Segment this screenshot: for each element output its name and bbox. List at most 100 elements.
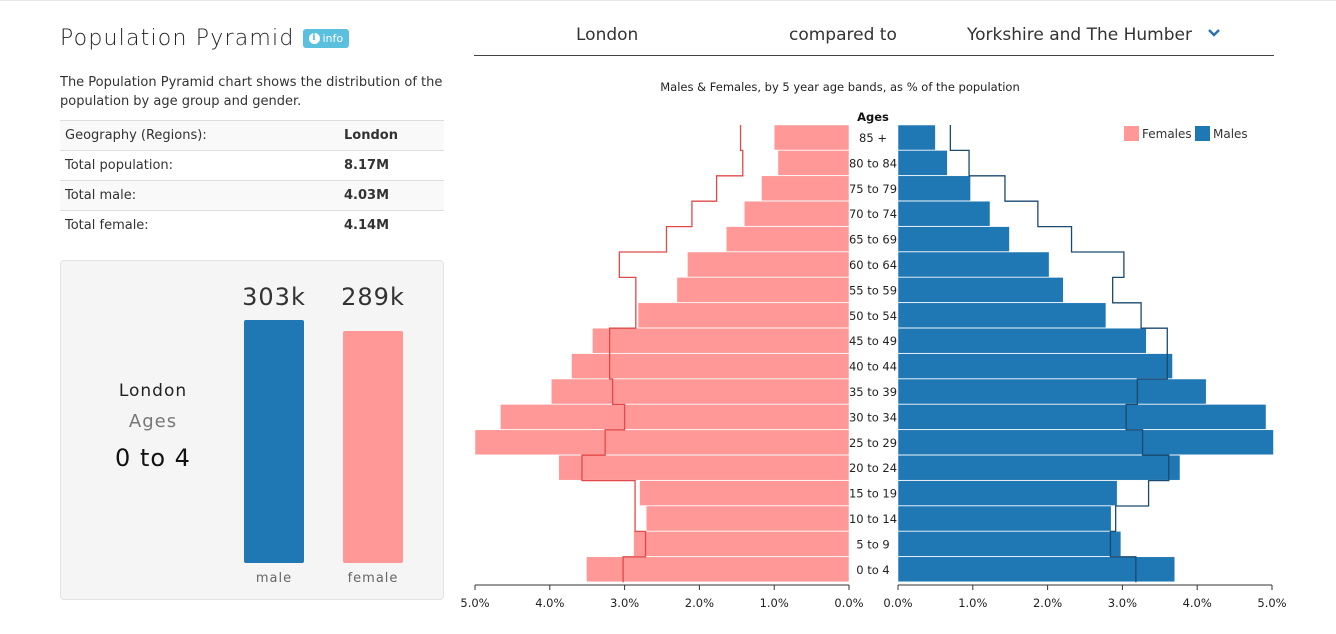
female-count: 289k	[341, 283, 405, 311]
info-button[interactable]: i info	[302, 29, 350, 48]
comparison-male-outline	[949, 125, 1170, 583]
male-bar-1[interactable]	[897, 150, 948, 176]
male-bar-9[interactable]	[897, 353, 1173, 379]
x-tick-label-left: 3.0%	[610, 596, 639, 610]
male-bar-0[interactable]	[897, 124, 936, 151]
female-bar-17[interactable]	[586, 556, 850, 583]
info-button-label: info	[322, 32, 344, 45]
female-bar-14[interactable]	[639, 480, 850, 506]
male-bar-14[interactable]	[897, 480, 1118, 506]
female-bar-label: female	[347, 571, 399, 586]
male-bar-12[interactable]	[897, 429, 1274, 456]
female-bar-3[interactable]	[744, 200, 850, 227]
comparison-female-outline	[581, 125, 744, 583]
female-bar-0[interactable]	[773, 124, 850, 151]
male-bar-7[interactable]	[897, 302, 1107, 329]
page-title: Population Pyramid	[60, 26, 295, 51]
primary-region: London	[576, 25, 639, 45]
x-tick-label-left: 1.0%	[760, 596, 789, 610]
age-label-7: 50 to 54	[849, 309, 897, 323]
age-label-12: 25 to 29	[849, 436, 897, 450]
table-row: Total male: 4.03M	[60, 180, 444, 211]
info-icon: i	[308, 33, 320, 44]
age-label-9: 40 to 44	[849, 360, 897, 374]
male-bar-6[interactable]	[897, 277, 1064, 303]
female-bar-11[interactable]	[500, 404, 850, 430]
legend: Females Males	[1124, 126, 1248, 141]
legend-label-females: Females	[1142, 127, 1192, 141]
age-label-6: 55 to 59	[849, 283, 897, 297]
male-bar-3[interactable]	[897, 200, 991, 227]
female-bar-4[interactable]	[726, 226, 850, 252]
x-tick-label-left: 4.0%	[535, 596, 564, 610]
age-label-8: 45 to 49	[849, 334, 897, 348]
age-label-14: 15 to 19	[849, 487, 897, 501]
male-bar-8[interactable]	[897, 327, 1147, 354]
legend-swatch-males	[1195, 126, 1210, 141]
stat-label: Total male:	[60, 180, 339, 211]
table-row: Total female: 4.14M	[60, 210, 444, 241]
legend-label-males: Males	[1213, 127, 1248, 141]
age-label-4: 65 to 69	[849, 233, 897, 247]
x-tick-label-left: 2.0%	[685, 596, 714, 610]
female-bar-8[interactable]	[592, 327, 850, 354]
age-label-11: 30 to 34	[849, 410, 897, 424]
age-label-16: 5 to 9	[856, 537, 890, 551]
male-bar-5[interactable]	[897, 251, 1050, 278]
age-label-2: 75 to 79	[849, 182, 897, 196]
male-bar	[244, 320, 304, 563]
male-bar-11[interactable]	[897, 404, 1267, 430]
female-bar-13[interactable]	[558, 454, 850, 481]
stat-value: London	[339, 120, 444, 151]
female-bar-10[interactable]	[551, 378, 850, 405]
stat-label: Total population:	[60, 150, 339, 181]
male-count: 303k	[242, 283, 306, 311]
table-row: Total population: 8.17M	[60, 150, 444, 181]
female-bar-2[interactable]	[761, 175, 850, 202]
age-label-3: 70 to 74	[849, 207, 897, 221]
chart-title: Males & Females, by 5 year age bands, as…	[660, 80, 1020, 94]
stat-value: 8.17M	[339, 150, 444, 181]
male-bar-2[interactable]	[897, 175, 971, 202]
age-label-10: 35 to 39	[849, 385, 897, 399]
female-bar-7[interactable]	[637, 302, 850, 329]
x-tick-label-right: 0.0%	[883, 596, 912, 610]
female-bar-15[interactable]	[646, 505, 850, 532]
age-label-5: 60 to 64	[849, 258, 897, 272]
male-bar-label: male	[255, 571, 293, 586]
female-bar-16[interactable]	[633, 531, 850, 557]
female-bar	[343, 331, 403, 563]
male-bar-17[interactable]	[897, 556, 1176, 583]
male-bar-16[interactable]	[897, 531, 1122, 557]
age-label-17: 0 to 4	[856, 563, 890, 577]
comparison-region-select[interactable]: Yorkshire and The Humber	[967, 25, 1192, 45]
female-bar-5[interactable]	[687, 251, 850, 278]
top-divider	[0, 0, 1336, 1]
female-bar-9[interactable]	[571, 353, 850, 379]
table-row: Geography (Regions): London	[60, 120, 444, 151]
detail-ages-label: Ages	[128, 411, 178, 432]
female-bar-12[interactable]	[474, 429, 850, 456]
age-label-1: 80 to 84	[849, 156, 897, 170]
ages-axis-title: Ages	[857, 110, 889, 124]
detail-age-range: 0 to 4	[115, 444, 191, 472]
stat-value: 4.03M	[339, 180, 444, 211]
male-bar-10[interactable]	[897, 378, 1207, 405]
male-bar-13[interactable]	[897, 454, 1181, 481]
chevron-down-icon[interactable]	[1206, 25, 1222, 41]
x-tick-label-right: 2.0%	[1033, 596, 1062, 610]
legend-swatch-females	[1124, 126, 1139, 141]
stat-label: Geography (Regions):	[60, 120, 339, 151]
age-detail-panel: London Ages 0 to 4 303k 289k male female	[60, 260, 444, 600]
male-bar-4[interactable]	[897, 226, 1010, 252]
x-tick-label-right: 3.0%	[1108, 596, 1137, 610]
female-bar-1[interactable]	[777, 150, 850, 176]
male-bar-15[interactable]	[897, 505, 1112, 532]
female-bar-6[interactable]	[676, 277, 850, 303]
comparison-selector: London compared to Yorkshire and The Hum…	[474, 16, 1274, 56]
age-label-0: 85 +	[859, 131, 887, 145]
stat-label: Total female:	[60, 210, 339, 241]
x-tick-label-left: 0.0%	[834, 596, 863, 610]
x-tick-label-right: 5.0%	[1257, 596, 1286, 610]
